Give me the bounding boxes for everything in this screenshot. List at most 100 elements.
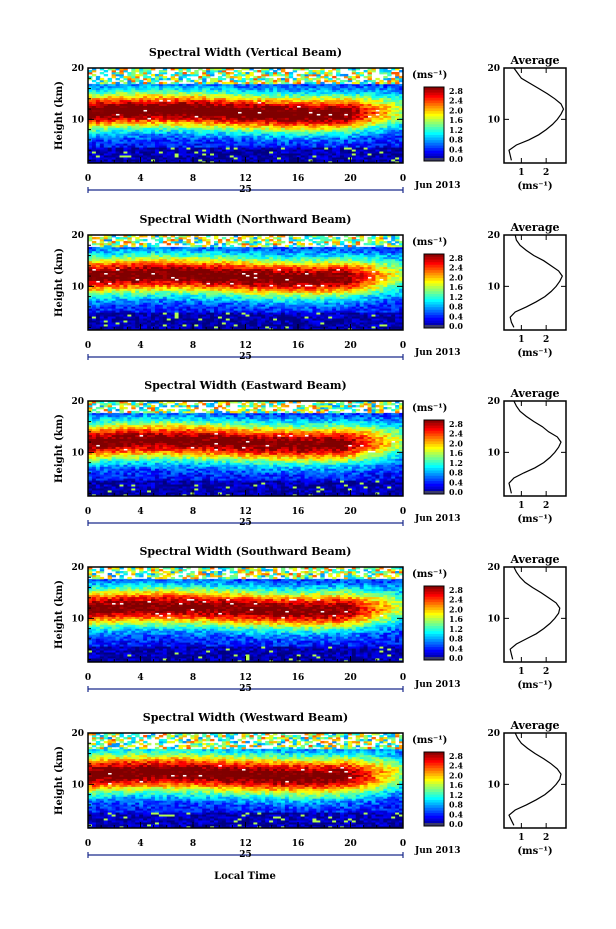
heatmap-cell [367, 135, 372, 138]
heatmap-cell [277, 113, 282, 116]
heatmap-cell [182, 115, 187, 118]
heatmap-cell [245, 137, 250, 140]
heatmap-cell [103, 117, 109, 120]
heatmap-cell [351, 115, 357, 118]
heatmap-cell [292, 127, 298, 130]
heatmap-cell [359, 117, 365, 120]
heatmap-cell [379, 139, 384, 142]
heatmap-cell [194, 123, 199, 126]
heatmap-cell [245, 133, 250, 136]
heatmap-cell [206, 111, 211, 114]
heatmap-cell [343, 73, 349, 77]
heatmap-cell [162, 127, 168, 130]
heatmap-cell [387, 121, 392, 124]
heatmap-cell [292, 111, 298, 114]
heatmap-cell [151, 109, 156, 112]
heatmap-cell [351, 75, 357, 79]
heatmap-cell [115, 115, 120, 118]
heatmap-cell [206, 153, 211, 156]
heatmap-cell [395, 151, 400, 154]
heatmap-cell [296, 77, 302, 81]
heatmap-cell [107, 161, 113, 164]
heatmap-cell [383, 75, 388, 79]
heatmap-cell [91, 139, 97, 142]
heatmap-cell [399, 139, 404, 142]
heatmap-cell [387, 147, 392, 150]
heatmap-cell [328, 133, 333, 136]
heatmap-cell [88, 123, 93, 126]
heatmap-cell [151, 141, 156, 144]
profile-x-tick-label: 2 [543, 168, 549, 178]
heatmap-cell [249, 113, 254, 116]
heatmap-cell [135, 135, 140, 138]
heatmap-cell [367, 141, 372, 144]
heatmap-cell [261, 143, 266, 146]
heatmap-cell [304, 149, 309, 152]
heatmap-cell [332, 115, 337, 118]
heatmap-cell [147, 145, 152, 148]
heatmap-cell [328, 117, 333, 120]
heatmap-cell [387, 127, 392, 130]
heatmap-cell [347, 123, 353, 126]
heatmap-cell [277, 155, 282, 158]
heatmap-cell [91, 125, 97, 128]
heatmap-cell [178, 111, 183, 114]
heatmap-cell [162, 115, 168, 118]
heatmap-cell [237, 153, 242, 156]
heatmap-cell [395, 159, 400, 162]
heatmap-cell [296, 109, 302, 112]
heatmap-cell [135, 143, 140, 146]
panel-2: Spectral Width (Northward Beam)1020Heigh… [54, 213, 567, 362]
heatmap-cell [343, 119, 349, 122]
heatmap-cell [343, 117, 349, 120]
heatmap-cell [186, 145, 191, 148]
heatmap-cell [95, 119, 101, 122]
heatmap-cell [300, 113, 305, 116]
heatmap-cell [194, 157, 199, 160]
heatmap-cell [351, 109, 357, 112]
heatmap-cell [391, 157, 396, 160]
heatmap-cell [237, 109, 242, 112]
heatmap-cell [162, 139, 168, 142]
heatmap-cell [170, 145, 176, 148]
heatmap-cell [249, 129, 254, 132]
heatmap-cell [391, 111, 396, 114]
heatmap-cell [399, 159, 404, 162]
heatmap-cell [162, 117, 168, 120]
heatmap-cell [166, 157, 172, 160]
heatmap-cell [182, 149, 187, 152]
heatmap-cell [359, 137, 365, 140]
heatmap-cell [123, 141, 128, 144]
heatmap-cell [292, 77, 298, 81]
heatmap-cell [343, 157, 349, 160]
heatmap-cell [119, 131, 124, 134]
heatmap-cell [367, 145, 372, 148]
heatmap-cell [174, 111, 179, 114]
heatmap-cell [292, 161, 298, 164]
heatmap-cell [202, 127, 207, 130]
heatmap-cell [119, 137, 124, 140]
heatmap-cell [312, 121, 317, 124]
heatmap-cell [375, 111, 380, 114]
heatmap-cell [190, 83, 195, 87]
heatmap-cell [312, 133, 317, 136]
heatmap-cell [269, 125, 274, 128]
heatmap-cell [241, 119, 246, 122]
heatmap-cell [88, 137, 93, 140]
heatmap-cell [115, 161, 120, 164]
heatmap-cell [316, 119, 321, 122]
heatmap-cell [217, 75, 223, 79]
heatmap-cell [237, 159, 242, 162]
heatmap-cell [139, 127, 144, 130]
heatmap-cell [225, 149, 231, 152]
heatmap-cell [351, 131, 357, 134]
heatmap-cell [91, 119, 97, 122]
heatmap-cell [162, 135, 168, 138]
heatmap-cell [237, 123, 242, 126]
heatmap-cell [371, 145, 376, 148]
heatmap-cell [119, 111, 124, 114]
heatmap-cell [340, 145, 345, 148]
colorbar-swatch [424, 147, 444, 151]
heatmap-cell [186, 159, 191, 162]
heatmap-cell [103, 125, 109, 128]
